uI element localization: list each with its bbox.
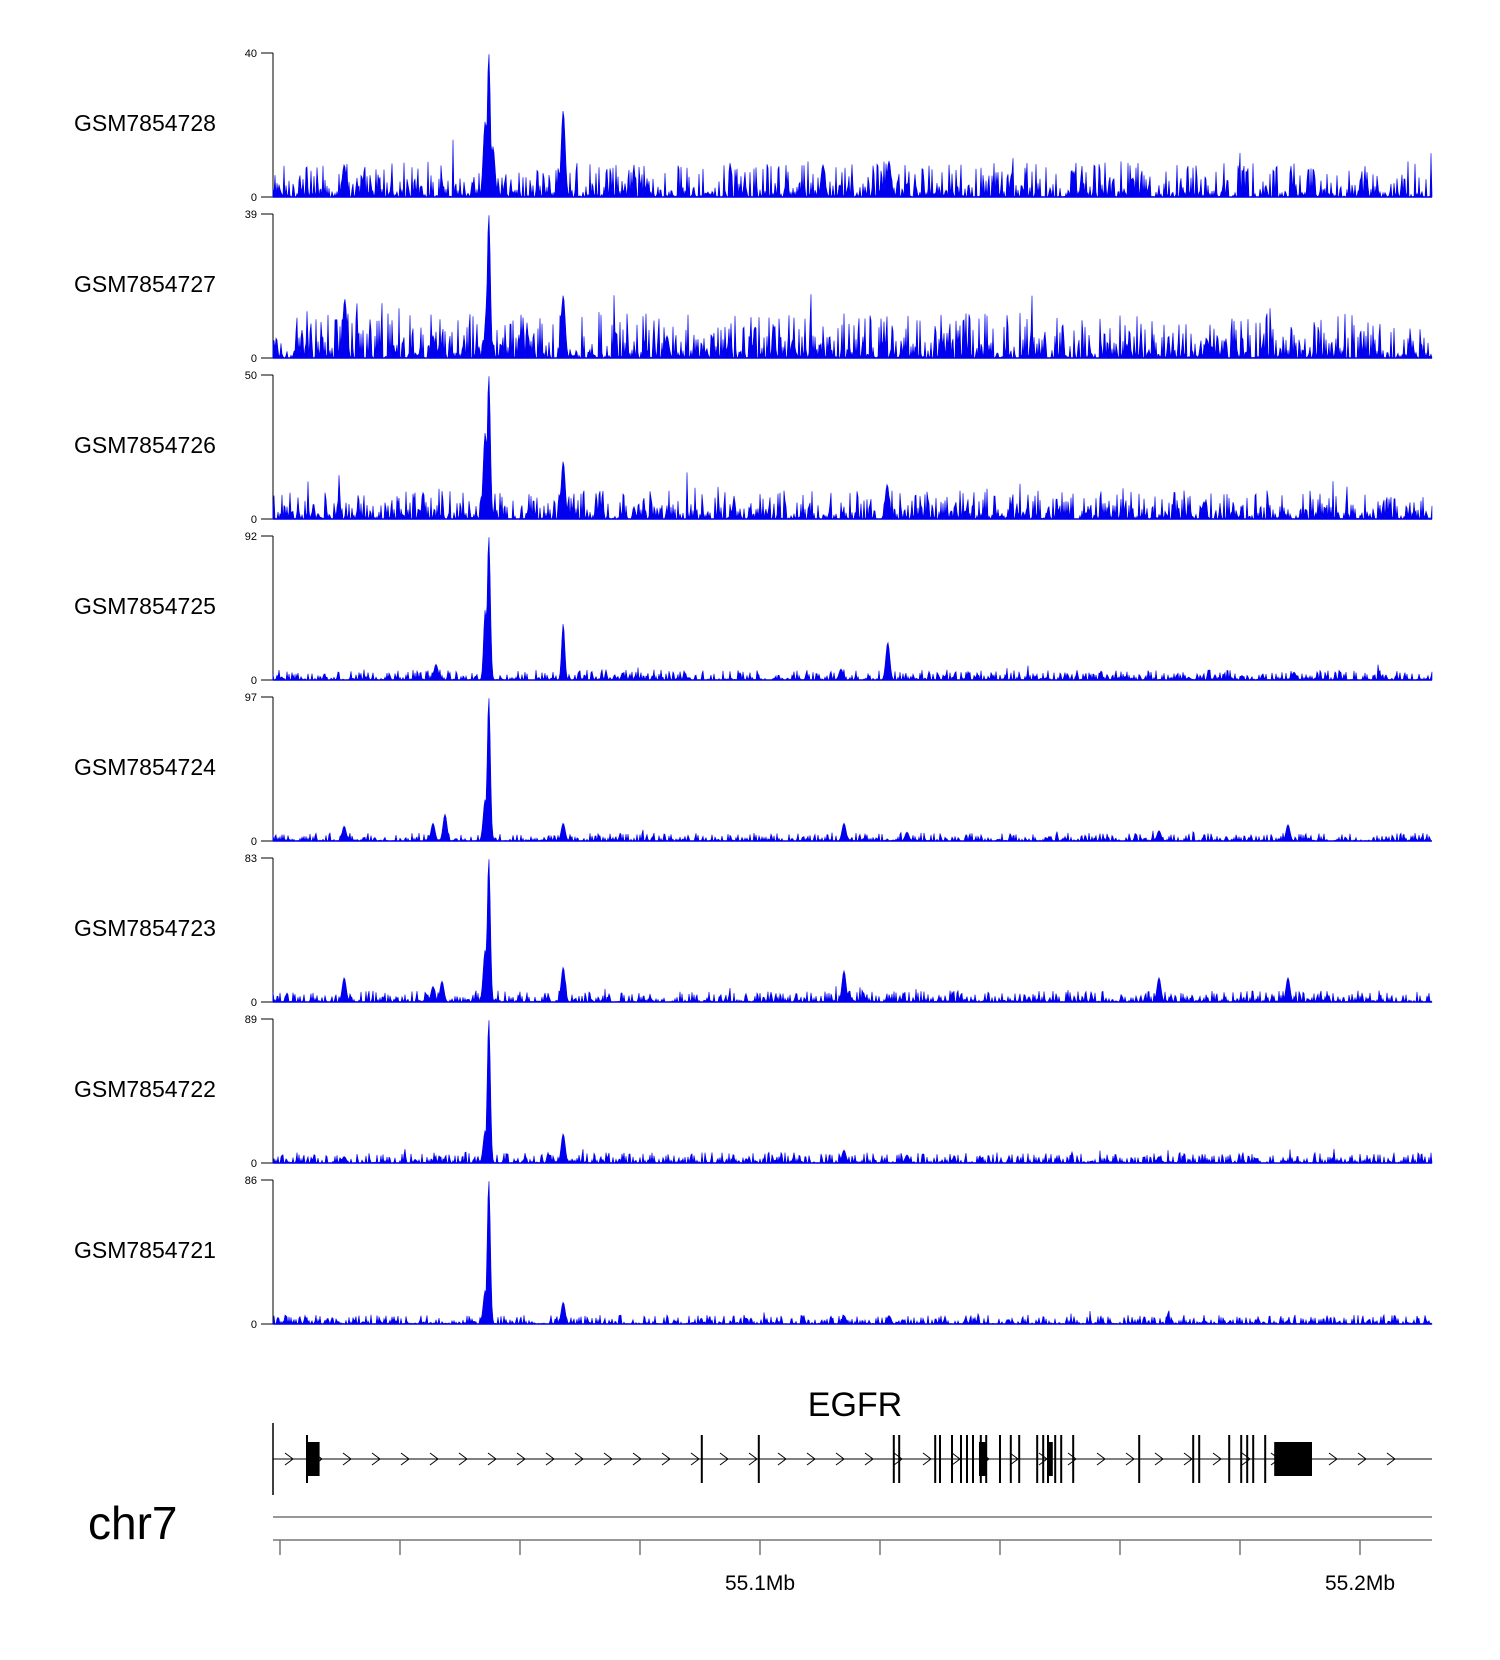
y-axis-min-label: 0 (251, 353, 257, 365)
strand-arrow (1241, 1452, 1251, 1466)
track-label: GSM7854727 (74, 271, 216, 297)
strand-arrow (922, 1452, 932, 1466)
track-label: GSM7854721 (74, 1237, 216, 1263)
strand-arrow (661, 1452, 671, 1466)
coverage-signal (272, 698, 1432, 843)
scale-tick-label: 55.2Mb (1325, 1572, 1395, 1595)
track-GSM7854725: GSM7854725 92 0 (74, 531, 1433, 687)
strand-arrow (603, 1452, 613, 1466)
strand-arrow (1154, 1452, 1164, 1466)
y-axis-max-label: 97 (245, 692, 257, 704)
strand-arrow (545, 1452, 555, 1466)
y-axis-max-label: 92 (245, 531, 257, 543)
y-axis-min-label: 0 (251, 192, 257, 204)
strand-arrow (835, 1452, 845, 1466)
scale-tick-label: 55.1Mb (725, 1572, 795, 1595)
strand-arrow (748, 1452, 758, 1466)
strand-arrow (516, 1452, 526, 1466)
gene-track: EGFR (272, 1386, 1432, 1495)
track-GSM7854728: GSM7854728 40 0 (74, 48, 1433, 204)
strand-arrow (1096, 1452, 1106, 1466)
y-axis-min-label: 0 (251, 1158, 257, 1170)
y-axis-max-label: 86 (245, 1175, 257, 1187)
strand-arrow (1328, 1452, 1338, 1466)
track-GSM7854723: GSM7854723 83 0 (74, 853, 1433, 1009)
exon-block (1048, 1442, 1053, 1476)
strand-arrow (458, 1452, 468, 1466)
strand-arrow (487, 1452, 497, 1466)
coverage-signal (272, 215, 1433, 360)
strand-arrow (574, 1452, 584, 1466)
coverage-signal (272, 1181, 1433, 1326)
coverage-signal (272, 1020, 1433, 1165)
y-axis-max-label: 40 (245, 48, 257, 60)
chromosome-label: chr7 (88, 1497, 177, 1549)
strand-arrow (284, 1452, 294, 1466)
strand-arrow (1009, 1452, 1019, 1466)
strand-arrow (806, 1452, 816, 1466)
track-label: GSM7854728 (74, 110, 216, 136)
y-axis-min-label: 0 (251, 836, 257, 848)
y-axis-min-label: 0 (251, 1319, 257, 1331)
genomic-scale-axis: 55.1Mb 55.2Mb (273, 1516, 1432, 1595)
track-GSM7854724: GSM7854724 97 0 (74, 692, 1432, 848)
strand-arrow (1125, 1452, 1135, 1466)
strand-arrow (429, 1452, 439, 1466)
strand-arrow (1067, 1452, 1077, 1466)
gene-name-label: EGFR (808, 1386, 902, 1424)
track-label: GSM7854725 (74, 593, 216, 619)
track-label: GSM7854724 (74, 754, 216, 780)
track-label: GSM7854723 (74, 915, 216, 941)
coverage-signal (272, 376, 1433, 521)
track-GSM7854727: GSM7854727 39 0 (74, 209, 1433, 365)
strand-arrow (690, 1452, 700, 1466)
exon-block (979, 1442, 986, 1476)
strand-arrow (1357, 1452, 1367, 1466)
strand-arrow (342, 1452, 352, 1466)
y-axis-max-label: 50 (245, 370, 257, 382)
strand-arrow (1183, 1452, 1193, 1466)
exon-block (306, 1442, 320, 1476)
coverage-signal (272, 537, 1433, 682)
track-label: GSM7854722 (74, 1076, 216, 1102)
strand-arrow (777, 1452, 787, 1466)
strand-arrow (1386, 1452, 1396, 1466)
strand-arrow (371, 1452, 381, 1466)
track-GSM7854726: GSM7854726 50 0 (74, 370, 1433, 526)
y-axis-max-label: 83 (245, 853, 257, 865)
exon-block (1274, 1442, 1312, 1476)
track-label: GSM7854726 (74, 432, 216, 458)
strand-arrow (893, 1452, 903, 1466)
strand-arrow (632, 1452, 642, 1466)
coverage-tracks: GSM7854728400GSM7854727390GSM7854726500G… (74, 48, 1433, 1331)
strand-arrow (400, 1452, 410, 1466)
y-axis-max-label: 89 (245, 1014, 257, 1026)
strand-arrow (864, 1452, 874, 1466)
coverage-signal (272, 54, 1433, 199)
y-axis-min-label: 0 (251, 997, 257, 1009)
y-axis-max-label: 39 (245, 209, 257, 221)
coverage-signal (272, 859, 1433, 1004)
y-axis-min-label: 0 (251, 675, 257, 687)
track-GSM7854722: GSM7854722 89 0 (74, 1014, 1433, 1170)
track-GSM7854721: GSM7854721 86 0 (74, 1175, 1433, 1331)
strand-arrow (719, 1452, 729, 1466)
y-axis-min-label: 0 (251, 514, 257, 526)
strand-arrow (1212, 1452, 1222, 1466)
